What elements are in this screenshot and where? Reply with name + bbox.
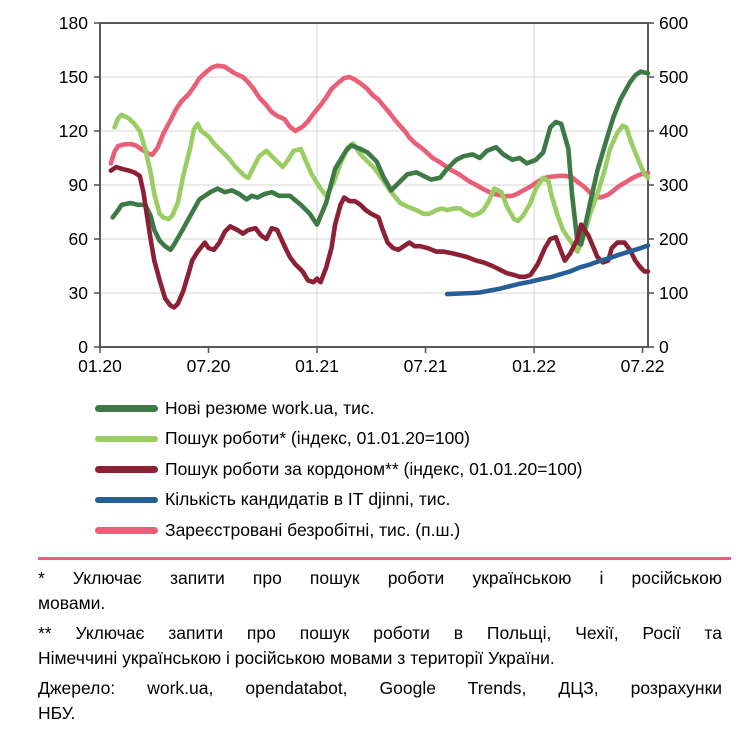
y-right-tick-label: 100: [659, 283, 688, 303]
y-left-tick-label: 90: [69, 175, 89, 195]
legend-item: Пошук роботи за кордоном** (індекс, 01.0…: [95, 454, 583, 485]
x-tick-label: 01.22: [512, 356, 556, 376]
legend-item: Пошук роботи* (індекс, 01.01.20=100): [95, 424, 583, 455]
legend-marker-line: [95, 496, 158, 503]
y-right-tick-label: 0: [659, 337, 669, 357]
footnote-1-line-1: * Уключає запити про пошук роботи україн…: [38, 568, 722, 588]
x-tick-label: 07.20: [187, 356, 231, 376]
footnote-1-line-2: мовами.: [38, 593, 106, 613]
legend-item-label: Нові резюме work.ua, тис.: [165, 397, 375, 418]
chart-legend: Нові резюме work.ua, тис. Пошук роботи* …: [95, 393, 583, 546]
y-right-tick-label: 600: [659, 13, 688, 33]
y-left-tick-label: 150: [59, 67, 88, 87]
series-line-1: [112, 112, 651, 254]
y-right-tick-label: 300: [659, 175, 688, 195]
source-line-1: Джерело: work.ua, opendatabot, Google Tr…: [38, 678, 722, 698]
x-tick-label: 01.21: [295, 356, 339, 376]
y-left-tick-label: 180: [59, 13, 88, 33]
footnote-1: * Уключає запити про пошук роботи україн…: [38, 566, 722, 616]
y-right-tick-label: 500: [659, 67, 688, 87]
y-left-tick-label: 30: [69, 283, 89, 303]
source-line-2: НБУ.: [38, 703, 76, 723]
chart-svg: 0 30 60 90 120 150 180 0 100 200 300 400 500 600 01.20…: [59, 13, 689, 376]
legend-item-label: Зареєстровані безробітні, тис. (п.ш.): [165, 519, 461, 540]
x-tick-label: 01.20: [78, 356, 122, 376]
series-line-4: [108, 63, 651, 200]
y-right-tick-label: 400: [659, 121, 688, 141]
footnotes-block: * Уключає запити про пошук роботи україн…: [38, 566, 722, 731]
legend-marker-line: [95, 527, 158, 534]
legend-item-label: Пошук роботи* (індекс, 01.01.20=100): [165, 428, 470, 449]
legend-marker-line: [95, 435, 158, 442]
footnote-2: ** Уключає запити про пошук роботи в Пол…: [38, 621, 722, 671]
legend-marker-line: [95, 405, 158, 412]
y-right-tick-label: 200: [659, 229, 688, 249]
x-tick-label: 07.22: [621, 356, 665, 376]
footnote-separator-line: [38, 557, 731, 560]
legend-marker-line: [95, 466, 158, 473]
legend-item-label: Кількість кандидатів в ІТ djinni, тис.: [165, 489, 451, 510]
series-line-3: [444, 243, 651, 297]
x-tick-label: 07.21: [404, 356, 448, 376]
legend-item: Нові резюме work.ua, тис.: [95, 393, 583, 424]
y-left-tick-label: 120: [59, 121, 88, 141]
source-note: Джерело: work.ua, opendatabot, Google Tr…: [38, 676, 722, 726]
series-line-2: [108, 164, 651, 310]
footnote-2-line-2: Німеччині українською і російською мовам…: [38, 648, 555, 668]
y-left-tick-label: 60: [69, 229, 89, 249]
legend-item: Кількість кандидатів в ІТ djinni, тис.: [95, 485, 583, 516]
y-left-tick-label: 0: [78, 337, 88, 357]
series-line-0: [110, 69, 651, 253]
footnote-2-line-1: ** Уключає запити про пошук роботи в Пол…: [38, 623, 722, 643]
legend-item-label: Пошук роботи за кордоном** (індекс, 01.0…: [165, 458, 583, 479]
legend-item: Зареєстровані безробітні, тис. (п.ш.): [95, 515, 583, 546]
